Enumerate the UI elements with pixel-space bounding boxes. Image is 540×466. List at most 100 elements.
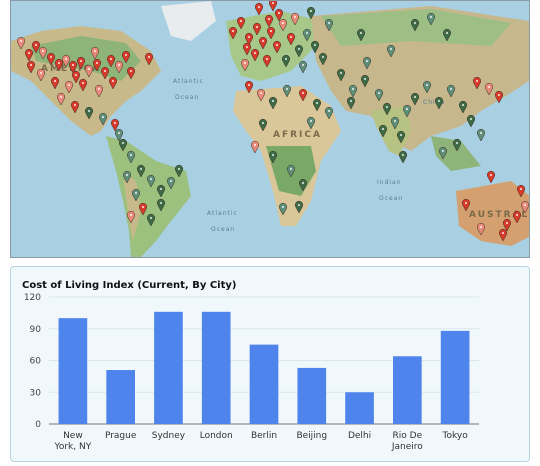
map-pin[interactable] [257, 88, 265, 102]
map-pin[interactable] [245, 80, 253, 94]
map-pin[interactable] [265, 14, 273, 28]
map-pin[interactable] [403, 104, 411, 118]
map-pin[interactable] [399, 150, 407, 164]
map-pin[interactable] [447, 84, 455, 98]
map-pin[interactable] [27, 60, 35, 74]
map-pin[interactable] [93, 58, 101, 72]
map-pin[interactable] [62, 54, 70, 68]
map-pin[interactable] [57, 92, 65, 106]
map-pin[interactable] [435, 96, 443, 110]
map-pin[interactable] [109, 76, 117, 90]
map-pin[interactable] [37, 68, 45, 82]
map-pin[interactable] [383, 102, 391, 116]
map-pin[interactable] [157, 184, 165, 198]
map-pin[interactable] [241, 58, 249, 72]
map-pin[interactable] [443, 28, 451, 42]
map-pin[interactable] [462, 198, 470, 212]
map-pin[interactable] [243, 42, 251, 56]
map-pin[interactable] [283, 84, 291, 98]
map-pin[interactable] [101, 66, 109, 80]
map-pin[interactable] [287, 32, 295, 46]
map-pin[interactable] [147, 174, 155, 188]
map-pin[interactable] [267, 26, 275, 40]
map-pin[interactable] [459, 100, 467, 114]
map-pin[interactable] [51, 76, 59, 90]
map-pin[interactable] [85, 64, 93, 78]
map-pin[interactable] [325, 18, 333, 32]
map-pin[interactable] [237, 16, 245, 30]
map-pin[interactable] [477, 128, 485, 142]
map-pin[interactable] [411, 18, 419, 32]
map-pin[interactable] [91, 46, 99, 60]
map-pin[interactable] [119, 138, 127, 152]
map-pin[interactable] [295, 200, 303, 214]
map-pin[interactable] [279, 18, 287, 32]
map-pin[interactable] [273, 40, 281, 54]
map-pin[interactable] [282, 54, 290, 68]
map-pin[interactable] [17, 36, 25, 50]
map-pin[interactable] [503, 218, 511, 232]
map-pin[interactable] [357, 28, 365, 42]
map-pin[interactable] [397, 130, 405, 144]
map-pin[interactable] [299, 88, 307, 102]
map-pin[interactable] [115, 128, 123, 142]
map-pin[interactable] [137, 164, 145, 178]
map-pin[interactable] [175, 164, 183, 178]
map-pin[interactable] [259, 36, 267, 50]
map-pin[interactable] [439, 146, 447, 160]
map-pin[interactable] [269, 1, 277, 12]
map-pin[interactable] [127, 150, 135, 164]
map-pin[interactable] [122, 50, 130, 64]
map-pin[interactable] [337, 68, 345, 82]
map-pin[interactable] [291, 12, 299, 26]
map-pin[interactable] [347, 96, 355, 110]
map-pin[interactable] [123, 170, 131, 184]
world-map-canvas[interactable]: AFRICA AUSTRALIA AMERICA Atlantic Ocean … [11, 1, 529, 257]
map-pin[interactable] [427, 12, 435, 26]
map-pin[interactable] [361, 74, 369, 88]
map-pin[interactable] [311, 40, 319, 54]
map-pin[interactable] [77, 56, 85, 70]
map-pin[interactable] [467, 114, 475, 128]
map-pin[interactable] [517, 184, 525, 198]
map-pin[interactable] [79, 78, 87, 92]
map-pins[interactable] [17, 1, 529, 242]
map-pin[interactable] [319, 52, 327, 66]
world-map[interactable]: AFRICA AUSTRALIA AMERICA Atlantic Ocean … [10, 0, 530, 258]
map-pin[interactable] [299, 60, 307, 74]
map-pin[interactable] [279, 202, 287, 216]
map-pin[interactable] [521, 200, 529, 214]
map-pin[interactable] [307, 6, 315, 20]
map-pin[interactable] [115, 60, 123, 74]
map-pin[interactable] [259, 118, 267, 132]
map-pin[interactable] [71, 100, 79, 114]
map-pin[interactable] [127, 66, 135, 80]
map-pin[interactable] [253, 22, 261, 36]
map-pin[interactable] [303, 28, 311, 42]
map-pin[interactable] [513, 210, 521, 224]
map-pin[interactable] [423, 80, 431, 94]
map-pin[interactable] [325, 106, 333, 120]
map-pin[interactable] [69, 60, 77, 74]
map-pin[interactable] [25, 48, 33, 62]
map-pin[interactable] [72, 70, 80, 84]
map-pin[interactable] [473, 76, 481, 90]
map-pin[interactable] [307, 116, 315, 130]
map-pin[interactable] [313, 98, 321, 112]
map-pin[interactable] [391, 116, 399, 130]
map-pin[interactable] [47, 52, 55, 66]
map-pin[interactable] [251, 140, 259, 154]
map-pin[interactable] [349, 84, 357, 98]
map-pin[interactable] [229, 26, 237, 40]
map-pin[interactable] [107, 54, 115, 68]
map-pin[interactable] [287, 164, 295, 178]
map-pin[interactable] [269, 150, 277, 164]
map-pin[interactable] [499, 228, 507, 242]
map-pin[interactable] [487, 170, 495, 184]
map-pin[interactable] [167, 176, 175, 190]
map-pin[interactable] [65, 80, 73, 94]
map-pin[interactable] [477, 222, 485, 236]
map-pin[interactable] [269, 96, 277, 110]
map-pin[interactable] [299, 178, 307, 192]
map-pin[interactable] [387, 44, 395, 58]
